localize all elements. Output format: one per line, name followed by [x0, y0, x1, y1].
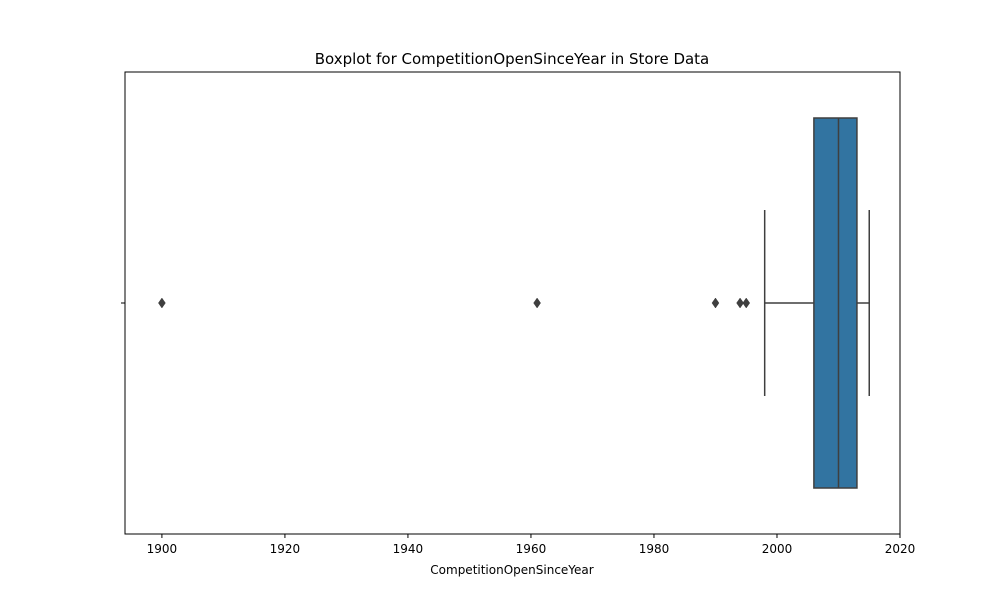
chart-title: Boxplot for CompetitionOpenSinceYear in …: [315, 50, 710, 68]
boxplot-series: [158, 117, 870, 489]
x-tick-label: 1980: [639, 542, 670, 556]
outlier-point: [742, 297, 751, 309]
outlier-point: [158, 297, 166, 309]
x-tick-label: 1920: [270, 542, 301, 556]
x-tick-label: 2000: [762, 542, 793, 556]
x-tick-label: 1940: [393, 542, 424, 556]
x-axis-ticks: 1900 1920 1940 1960 1980 2000 2020: [147, 534, 916, 556]
x-tick-label: 1900: [147, 542, 178, 556]
outlier-point: [533, 297, 541, 309]
box-iqr: [813, 117, 858, 489]
x-tick-label: 1960: [516, 542, 547, 556]
outlier-point: [711, 297, 720, 309]
x-axis-label: CompetitionOpenSinceYear: [430, 563, 593, 577]
x-tick-label: 2020: [885, 542, 916, 556]
outlier-point: [736, 297, 744, 309]
